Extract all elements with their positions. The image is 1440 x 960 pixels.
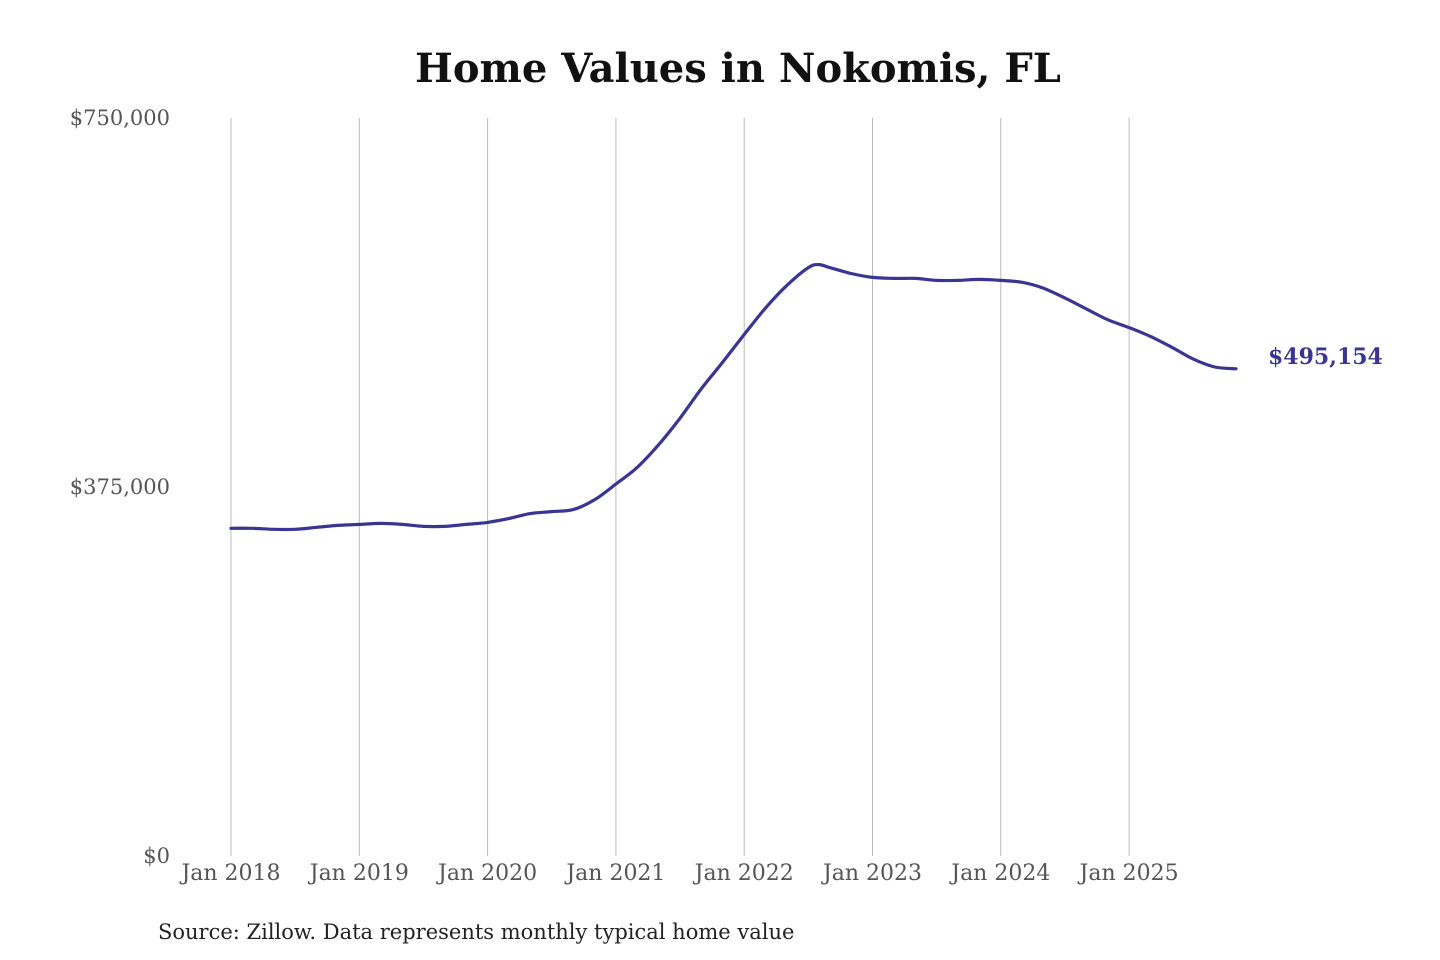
x-tick-label: Jan 2021 — [564, 861, 665, 886]
x-tick-label: Jan 2018 — [179, 861, 280, 886]
y-axis-tick-labels: $0 $375,000 $750,000 — [70, 106, 170, 868]
chart-title: Home Values in Nokomis, FL — [415, 45, 1061, 92]
x-tick-label: Jan 2024 — [949, 861, 1050, 886]
x-tick-label: Jan 2025 — [1078, 861, 1179, 886]
x-tick-label: Jan 2019 — [308, 861, 409, 886]
source-note: Source: Zillow. Data represents monthly … — [158, 920, 794, 944]
x-tick-label: Jan 2022 — [693, 861, 794, 886]
last-value-label: $495,154 — [1268, 344, 1383, 370]
x-axis-tick-labels: Jan 2018 Jan 2019 Jan 2020 Jan 2021 Jan 2022… — [179, 861, 1178, 886]
y-tick-label: $0 — [143, 844, 170, 868]
x-tick-label: Jan 2023 — [821, 861, 922, 886]
gridlines — [230, 118, 1130, 856]
x-tick-label: Jan 2020 — [436, 861, 537, 886]
y-tick-label: $750,000 — [70, 106, 170, 130]
home-value-series-line — [229, 262, 1238, 532]
y-tick-label: $375,000 — [70, 475, 170, 499]
